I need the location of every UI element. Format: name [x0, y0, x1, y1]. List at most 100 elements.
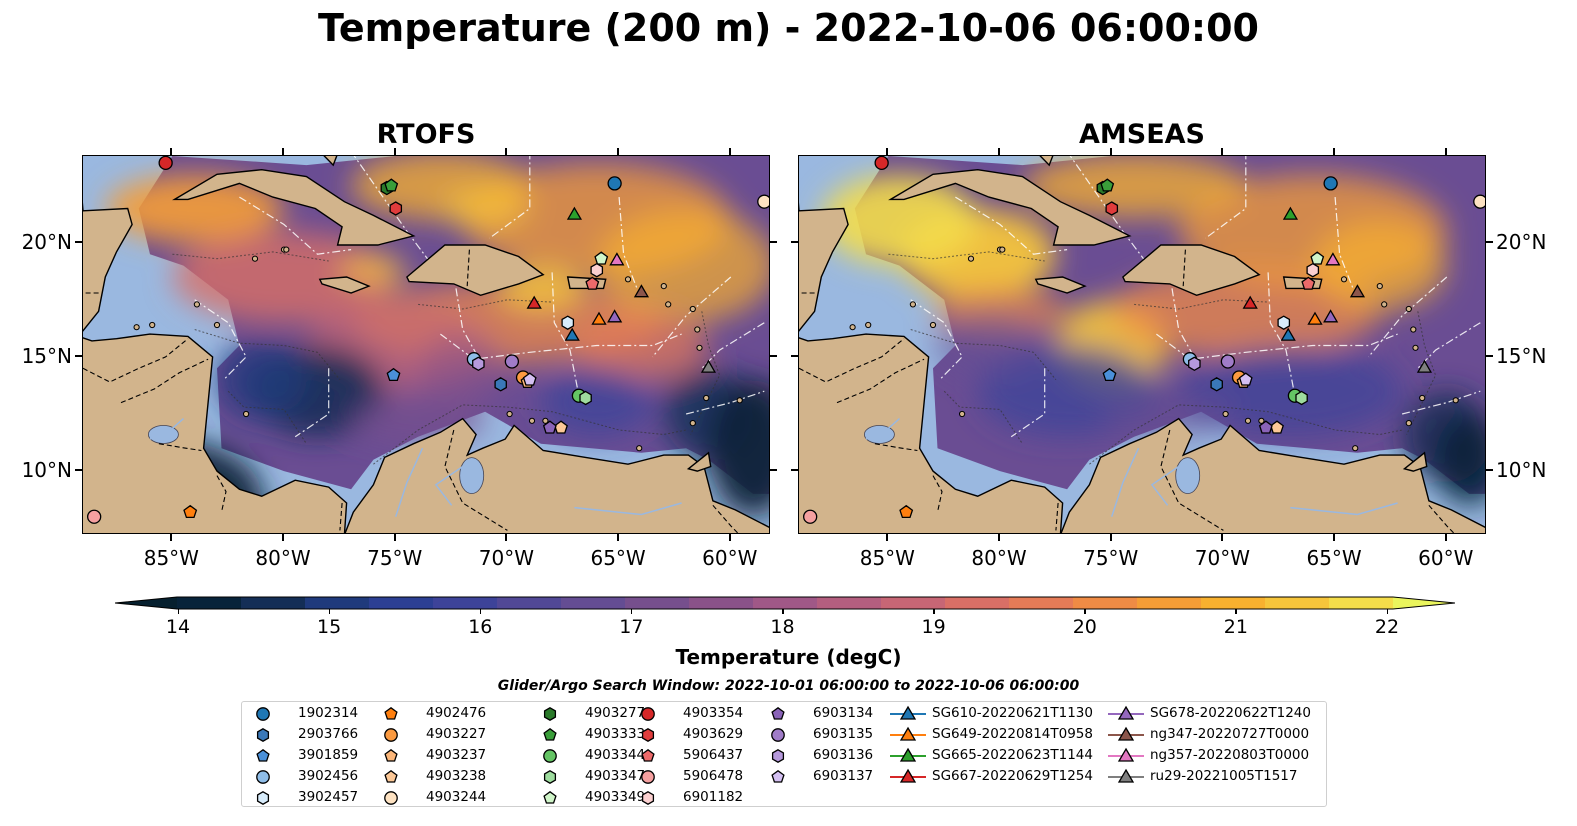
legend-marker-6903135: [771, 728, 785, 742]
obs-4903349: [1310, 251, 1325, 265]
colorbar-band: [241, 597, 306, 609]
colorbar-band: [753, 597, 818, 609]
obs-6903136: [472, 356, 485, 372]
obs-4903354: [158, 156, 173, 170]
lat-tick-right: [770, 240, 777, 243]
obs-5906478: [803, 509, 818, 524]
obs-6903134: [542, 420, 557, 434]
longitude-label: 65°W: [1306, 546, 1362, 570]
lon-tick-top: [1221, 148, 1224, 155]
obs-5906478: [87, 509, 102, 524]
country-borders: [83, 249, 739, 533]
latitude-label-right: 20°N: [1496, 229, 1547, 254]
obs-5906437: [585, 276, 600, 290]
obs-ru29-20221005T1517: [1416, 359, 1433, 373]
legend-marker-SG667-20220629T1254: [899, 768, 917, 783]
observation-markers: [803, 156, 1485, 524]
obs-4903333: [1100, 178, 1115, 192]
lon-tick-bottom: [282, 534, 285, 541]
legend-label: 4903347: [585, 768, 646, 784]
longitude-label: 60°W: [1418, 546, 1474, 570]
latitude-label-left: 15°N: [21, 343, 72, 368]
colorbar-band: [177, 597, 242, 609]
colorbar-under-arrow: [115, 597, 177, 609]
colorbar-tick: [1084, 609, 1086, 614]
obs-6903137: [522, 372, 537, 386]
obs-4903333: [384, 178, 399, 192]
observation-markers: [87, 156, 769, 524]
colorbar-band: [1265, 597, 1330, 609]
lon-tick-top: [728, 148, 731, 155]
latitude-label-left: 20°N: [21, 229, 72, 254]
legend-label: 4903237: [426, 747, 487, 763]
lon-tick-top: [170, 148, 173, 155]
colorbar-tick-label: 15: [317, 616, 342, 638]
obs-SG665-20220623T1144: [566, 206, 583, 220]
longitude-label: 70°W: [478, 546, 535, 570]
obs-1902314: [1323, 176, 1338, 191]
lat-tick-right: [1486, 240, 1493, 243]
legend-marker-6903134: [771, 706, 785, 720]
obs-5906437: [1301, 276, 1316, 290]
obs-ng347-20220727T0000: [1349, 284, 1366, 298]
colorbar-tick: [1386, 609, 1388, 614]
legend-marker-4903347: [543, 770, 557, 784]
colorbar-tick: [782, 609, 784, 614]
obs-4902476: [183, 504, 198, 519]
obs-6903137: [1238, 372, 1253, 386]
search-window-caption: Glider/Argo Search Window: 2022-10-01 06…: [497, 678, 1080, 694]
lat-tick-left: [75, 354, 82, 357]
legend-marker-3902456: [256, 770, 270, 784]
colorbar-tick: [933, 609, 935, 614]
obs-6901182: [590, 262, 604, 278]
colorbar-band: [689, 597, 754, 609]
lon-tick-top: [393, 148, 396, 155]
obs-4903244: [1473, 194, 1485, 209]
lat-tick-right: [1486, 354, 1493, 357]
colorbar-tick-label: 16: [468, 616, 493, 638]
obs-ng347-20220727T0000: [633, 284, 650, 298]
obs-SG610-20220621T1130: [564, 327, 580, 341]
lat-tick-left: [75, 469, 82, 472]
colorbar-band: [1137, 597, 1202, 609]
obs-SG667-20220629T1254: [1242, 295, 1258, 309]
colorbar-label: Temperature (degC): [675, 645, 902, 669]
lat-tick-left: [791, 354, 798, 357]
legend-marker-SG649-20220814T0958: [899, 726, 917, 741]
lon-tick-top: [1333, 148, 1336, 155]
legend-marker-4903237: [384, 748, 398, 762]
lon-tick-top: [1109, 148, 1112, 155]
lon-tick-bottom: [505, 534, 508, 541]
colorbar-over-arrow: [1393, 597, 1455, 609]
obs-SG649-20220814T0958: [591, 311, 607, 325]
lon-tick-bottom: [393, 534, 396, 541]
colorbar-tick-label: 19: [921, 616, 946, 638]
obs-ng357-20220803T0000: [609, 252, 625, 266]
figure-title: Temperature (200 m) - 2022-10-06 06:00:0…: [317, 6, 1259, 50]
legend-label: 6903136: [813, 747, 874, 763]
legend-label: 3902457: [298, 789, 359, 805]
rivers: [149, 418, 682, 517]
legend-marker-4903354: [641, 707, 655, 721]
rivers: [865, 418, 1398, 517]
lon-tick-top: [617, 148, 620, 155]
colorbar-tick-label: 18: [770, 616, 795, 638]
depth-contours: [888, 251, 1437, 465]
temperature-colorbar: [115, 596, 1455, 610]
latitude-label-left: 10°N: [21, 458, 72, 483]
longitude-label: 80°W: [255, 546, 311, 570]
legend-marker-4903227: [384, 728, 398, 742]
longitude-label: 85°W: [859, 546, 915, 570]
obs-1902314: [607, 176, 622, 191]
lat-tick-left: [791, 240, 798, 243]
obs-4903347: [579, 390, 592, 406]
latitude-label-right: 10°N: [1496, 458, 1547, 483]
legend-marker-4903349: [543, 790, 557, 804]
obs-3902457: [561, 315, 575, 330]
legend-label: 5906478: [683, 768, 744, 784]
legend-marker-4902476: [384, 706, 398, 720]
legend-label: 1902314: [298, 705, 359, 721]
longitude-label: 80°W: [971, 546, 1027, 570]
panel-title-amseas: AMSEAS: [1079, 119, 1205, 150]
colorbar-band: [433, 597, 498, 609]
